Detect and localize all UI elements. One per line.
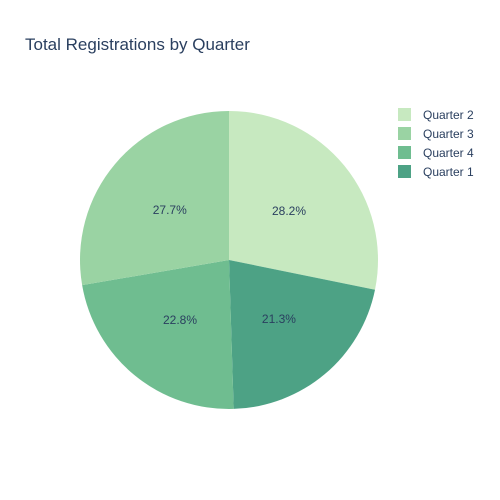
legend-swatch bbox=[398, 127, 411, 140]
pie-slice-quarter-2[interactable] bbox=[229, 111, 378, 290]
legend-label: Quarter 2 bbox=[423, 108, 474, 122]
legend-label: Quarter 4 bbox=[423, 146, 474, 160]
pie-slices bbox=[80, 111, 378, 409]
slice-percent-label: 27.7% bbox=[153, 203, 187, 217]
slice-percent-label: 21.3% bbox=[262, 312, 296, 326]
legend-item-quarter-2[interactable]: Quarter 2 bbox=[398, 108, 474, 122]
legend-label: Quarter 3 bbox=[423, 127, 474, 141]
legend-item-quarter-3[interactable]: Quarter 3 bbox=[398, 127, 474, 141]
legend-swatch bbox=[398, 146, 411, 159]
legend-label: Quarter 1 bbox=[423, 165, 474, 179]
pie-slice-quarter-1[interactable] bbox=[229, 260, 375, 409]
legend-swatch bbox=[398, 165, 411, 178]
pie-slice-quarter-3[interactable] bbox=[80, 111, 229, 286]
slice-percent-label: 22.8% bbox=[163, 313, 197, 327]
legend-swatch bbox=[398, 108, 411, 121]
legend-item-quarter-1[interactable]: Quarter 1 bbox=[398, 165, 474, 179]
legend: Quarter 2 Quarter 3 Quarter 4 Quarter 1 bbox=[398, 108, 474, 179]
chart-title: Total Registrations by Quarter bbox=[25, 35, 250, 54]
pie-slice-quarter-4[interactable] bbox=[82, 260, 234, 409]
slice-percent-label: 28.2% bbox=[272, 204, 306, 218]
pie-slice-labels: 28.2% 21.3% 22.8% 27.7% bbox=[153, 203, 307, 327]
legend-item-quarter-4[interactable]: Quarter 4 bbox=[398, 146, 474, 160]
